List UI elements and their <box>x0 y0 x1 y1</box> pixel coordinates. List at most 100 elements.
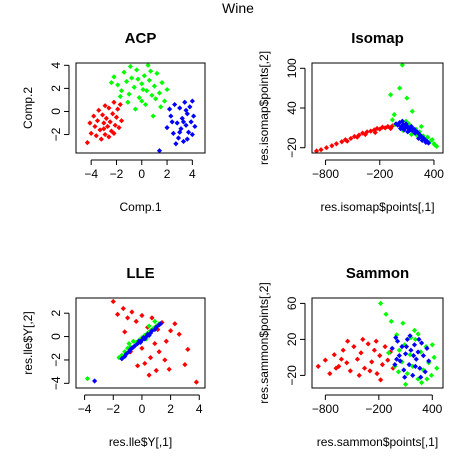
data-point <box>113 114 120 120</box>
x-tick-label: 0 <box>138 167 145 181</box>
x-tick-label: 4 <box>189 167 196 181</box>
y-tick-label: 40 <box>285 101 299 115</box>
data-point <box>402 374 408 380</box>
data-point <box>389 123 396 129</box>
data-point <box>150 325 156 331</box>
data-point <box>340 347 346 353</box>
plot-frame <box>311 62 444 154</box>
data-point <box>168 113 174 119</box>
data-point <box>166 106 173 112</box>
data-point <box>99 112 106 118</box>
x-tick-label: 2 <box>164 167 171 181</box>
panel-isomap: Isomap −800 −200 400 −20 40 100 res.isomap$poin… <box>257 30 444 214</box>
data-point <box>404 95 410 101</box>
data-point <box>164 125 170 131</box>
point-group <box>84 62 198 154</box>
data-point <box>378 377 384 383</box>
panel-title: Isomap <box>351 30 404 47</box>
data-point <box>153 96 159 102</box>
panel-lle: LLE −4 −2 0 2 4 −4 −2 0 2 res.lle$Y[,1] res.lle$Y[,… <box>21 265 206 449</box>
data-point <box>393 335 399 341</box>
data-point <box>354 134 360 140</box>
data-point <box>159 80 165 86</box>
data-point <box>394 332 400 338</box>
data-point <box>419 380 425 386</box>
data-point <box>327 371 333 377</box>
data-point <box>386 350 392 356</box>
data-point <box>106 134 112 140</box>
data-point <box>336 363 342 369</box>
data-point <box>402 381 409 387</box>
data-point <box>182 362 188 368</box>
data-point <box>402 351 409 357</box>
data-point <box>148 68 154 74</box>
y-tick-label: 60 <box>285 296 299 310</box>
data-point <box>129 309 135 315</box>
data-point <box>399 344 405 350</box>
y-tick-label: −2 <box>49 353 63 367</box>
x-axis-label: res.lle$Y[,1] <box>109 435 172 449</box>
panel-sammon: Sammon −800 −200 400 −20 20 60 res.sammon$point… <box>257 265 444 449</box>
data-point <box>426 358 432 364</box>
data-point <box>404 336 410 342</box>
data-point <box>146 323 152 329</box>
data-point <box>388 318 394 324</box>
data-point <box>385 357 391 363</box>
data-point <box>159 319 165 326</box>
x-tick-label: −4 <box>78 402 92 416</box>
data-point <box>401 127 407 133</box>
data-point <box>127 63 133 70</box>
data-point <box>126 91 132 97</box>
x-tick-label: −2 <box>106 402 120 416</box>
data-point <box>423 344 429 350</box>
data-point <box>117 101 123 108</box>
data-point <box>388 92 394 98</box>
y-axis-label: res.sammon$points[,2] <box>257 282 271 403</box>
data-point <box>129 75 135 81</box>
data-point <box>431 354 437 360</box>
data-point <box>400 320 406 326</box>
data-point <box>139 81 145 87</box>
data-point <box>371 347 377 353</box>
data-point <box>396 347 402 353</box>
data-point <box>348 135 354 142</box>
data-point <box>87 120 93 126</box>
data-point <box>424 376 430 382</box>
data-point <box>183 122 189 128</box>
data-point <box>369 359 375 365</box>
plot-frame <box>75 62 206 154</box>
data-point <box>372 129 378 136</box>
data-point <box>434 365 440 371</box>
data-point <box>139 345 145 351</box>
data-point <box>116 125 122 131</box>
data-point <box>412 336 418 342</box>
data-point <box>150 113 156 119</box>
data-point <box>427 138 433 144</box>
data-point <box>379 362 386 368</box>
y-tick-label: 100 <box>285 58 299 78</box>
data-point <box>91 113 97 119</box>
data-point <box>329 143 335 149</box>
data-point <box>313 148 320 154</box>
data-point <box>149 315 155 321</box>
data-point <box>391 112 397 118</box>
data-point <box>166 366 172 372</box>
data-point <box>168 328 174 334</box>
data-point <box>378 300 384 306</box>
data-point <box>365 341 371 347</box>
data-point <box>409 108 415 114</box>
data-point <box>322 357 328 363</box>
data-point <box>416 135 422 142</box>
data-point <box>156 322 162 328</box>
data-point <box>121 69 127 75</box>
data-point <box>115 106 121 112</box>
data-point <box>137 339 144 346</box>
y-tick-label: 2 <box>49 85 63 92</box>
data-point <box>420 353 426 359</box>
data-point <box>432 142 438 148</box>
data-point <box>434 143 440 149</box>
data-point <box>422 369 428 375</box>
data-point <box>413 356 419 362</box>
data-point <box>162 357 168 363</box>
data-point <box>119 356 125 362</box>
